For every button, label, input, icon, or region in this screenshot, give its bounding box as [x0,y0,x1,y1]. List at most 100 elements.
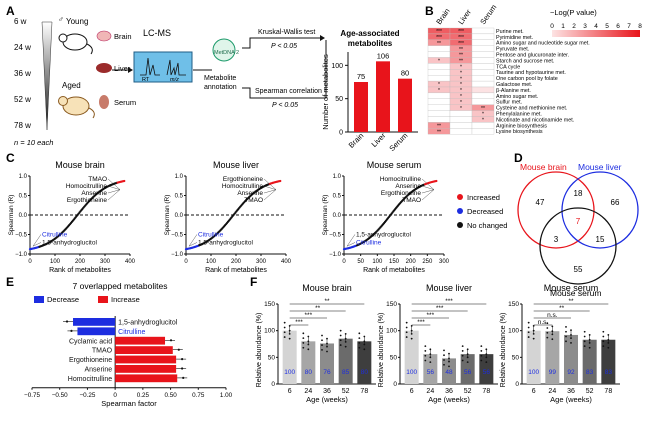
bar-ergothioneine [115,355,177,364]
data-point [448,365,450,368]
y-tick-label: 50 [268,354,276,361]
heatmap-cell [471,27,495,35]
data-point [602,335,605,338]
data-point [307,340,310,343]
scatter-mouse-serum: Mouse serum −1.0 −0.5 0.0 0.5 1.0 0 50 100 150 200… [322,160,450,274]
data-point [321,334,323,337]
heatmap-row-label: Taurine and hypotaurine met. [496,70,566,76]
heatmap-legend-title: −Log(P value) [550,8,597,17]
tissue-liver: Liver [114,64,131,73]
significance-stars: * [482,112,484,118]
venn-label-liver: Mouse liver [578,162,622,172]
significance-stars: * [460,94,462,100]
panel-a-chart-title-line1: Age-associated [340,29,399,38]
data-point [570,337,572,340]
metabolite-name: TMAO [92,348,113,355]
heatmap-cell [471,128,495,135]
venn-label-serum: Mouse serum [550,288,602,298]
heatmap-cell [471,122,495,129]
label-leader-line [263,189,277,194]
y-axis-label: Spearman (R) [322,195,329,236]
metabolite-label: Anserine [237,190,263,197]
data-point [443,359,445,361]
significance-stars: *** [436,35,442,41]
data-point [339,329,342,332]
x-tick-label: 78 [360,388,368,395]
venn-circle-brain [517,171,595,249]
chart-title: Mouse serum [544,283,599,293]
panel-d: D Mouse brain Mouse liver Mouse serum 47… [514,151,639,298]
test1-label: Kruskal-Wallis test [258,29,315,36]
y-tick-label: 0 [339,130,343,137]
chart-title: Mouse liver [426,283,472,293]
x-tick-label: 36 [445,388,453,395]
legend-label: No changed [467,221,507,230]
scatter-mouse-brain: Mouse brain −1.0 −0.5 0.0 0.5 1.0 0 100 200 300 40… [8,160,136,274]
legend-decrease-label: Decrease [47,295,79,304]
week-label: 52 w [14,95,31,104]
y-tick-label: 0 [271,381,275,388]
heatmap-cell [471,75,495,82]
metabolite-label: TMAO [402,197,421,204]
x-axis-label: Rank of metabolites [363,267,425,274]
panel-c-label: C [6,151,15,165]
week-label: 36 w [14,69,31,78]
data-point [485,353,488,356]
data-point [588,338,591,341]
metabolite-label: Citrulline [198,231,224,238]
metdna-label: MetDNA 2 [214,50,239,56]
bar-week-52 [460,354,475,384]
connector-line [320,40,327,99]
bar-value-label: 75 [357,72,365,81]
bar-value-label: 83 [586,369,594,376]
x-axis-label: Spearman factor [101,399,157,408]
tissue-brain: Brain [114,32,132,41]
heatmap-row-label: Sulfur met. [496,100,522,106]
panel-e: E 7 overlapped metabolites Decrease Incre… [6,275,233,408]
y-axis-label: Relative abundance (%) [256,313,263,388]
x-tick-label: −0.50 [52,392,68,399]
data-point [424,354,427,357]
data-point [583,335,586,338]
heatmap-row-label: One carbon pool by folate [496,76,558,82]
panel-d-label: D [514,151,523,165]
age-gradient-wedge [41,21,53,131]
x-tick-label: Serum [387,131,409,153]
scatter-title: Mouse serum [367,160,422,170]
data-point [546,336,549,339]
data-point [527,321,530,324]
data-point [551,325,554,328]
heatmap-cell [471,57,495,64]
heatmap-cell [427,75,451,82]
significance-stars: ** [459,53,463,59]
data-point [480,345,483,348]
x-tick-label: 6 [410,388,414,395]
panel-f-label: F [250,275,257,289]
rt-label: RT [142,77,150,83]
data-point [429,356,432,359]
data-point [302,346,305,349]
young-label: Young [66,17,88,26]
data-point [607,334,610,336]
heatmap-row-label: Pentose and glucuronate inter. [496,53,569,59]
significance-stars: ** [437,41,441,47]
y-tick-label: 100 [264,328,275,335]
data-point [358,332,361,335]
heatmap-cell [471,51,495,58]
data-point [288,337,291,340]
data-point [344,332,347,335]
data-point [326,342,328,345]
venn-liver-only: 66 [611,198,620,207]
data-point [326,350,328,353]
significance-label: *** [417,319,425,326]
panel-e-bar-chart: Decrease Increase −0.75 −0.50 −0.25 0 0.25 0.50… [24,295,233,408]
x-tick-label: 300 [439,259,450,265]
significance-stars: *** [458,29,464,35]
x-tick-label: 52 [342,388,350,395]
heatmap-cell [471,86,495,94]
